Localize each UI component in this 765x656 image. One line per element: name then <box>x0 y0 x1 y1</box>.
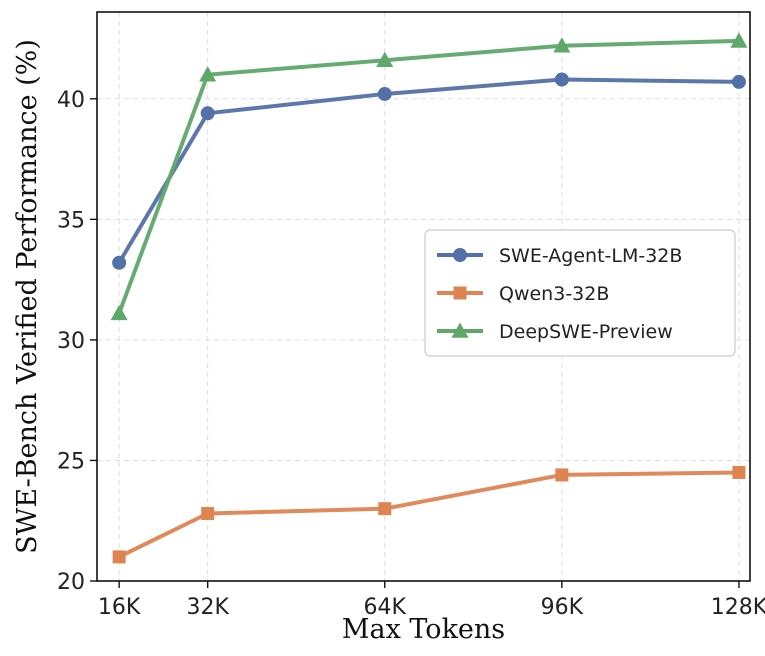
legend-marker <box>453 248 467 262</box>
y-tick-label: 25 <box>57 449 85 474</box>
x-tick-label: 128K <box>711 595 765 620</box>
data-point <box>110 304 128 321</box>
y-tick-label: 35 <box>57 208 85 233</box>
y-tick-label: 40 <box>57 88 85 113</box>
x-tick-label: 16K <box>98 595 141 620</box>
x-axis-title: Max Tokens <box>342 614 505 645</box>
data-point <box>200 106 215 121</box>
data-point <box>554 72 569 87</box>
y-axis-title: SWE-Bench Verified Performance (%) <box>12 39 43 554</box>
series-1 <box>112 466 746 564</box>
data-point <box>553 37 571 53</box>
x-tick-label: 64K <box>364 595 407 620</box>
ticks: 16K 32K 64K 96K 128K 20 25 30 35 40 <box>57 88 765 620</box>
data-point <box>731 74 746 89</box>
x-tick-label: 32K <box>186 595 229 620</box>
data-point <box>555 468 569 482</box>
data-point <box>732 466 746 480</box>
legend-marker <box>451 322 469 338</box>
data-point <box>377 86 392 101</box>
data-point <box>199 66 217 82</box>
series-0 <box>112 72 746 270</box>
data-point <box>376 51 394 68</box>
legend: SWE-Agent-LM-32B Qwen3-32B DeepSWE-Preview <box>424 229 736 357</box>
legend-label: Qwen3-32B <box>499 283 609 305</box>
data-point <box>201 506 215 520</box>
legend-label: SWE-Agent-LM-32B <box>499 245 682 267</box>
data-point <box>730 32 748 48</box>
y-tick-label: 20 <box>57 570 85 595</box>
data-point <box>378 502 392 516</box>
legend-marker <box>453 286 467 300</box>
data-point <box>112 550 126 564</box>
series-layer <box>110 32 748 564</box>
series-2 <box>110 32 748 321</box>
y-tick-label: 30 <box>57 329 85 354</box>
data-point <box>112 255 127 270</box>
legend-box <box>424 229 736 357</box>
plot-frame <box>96 11 751 582</box>
x-tick-label: 96K <box>541 595 584 620</box>
legend-label: DeepSWE-Preview <box>499 321 673 343</box>
